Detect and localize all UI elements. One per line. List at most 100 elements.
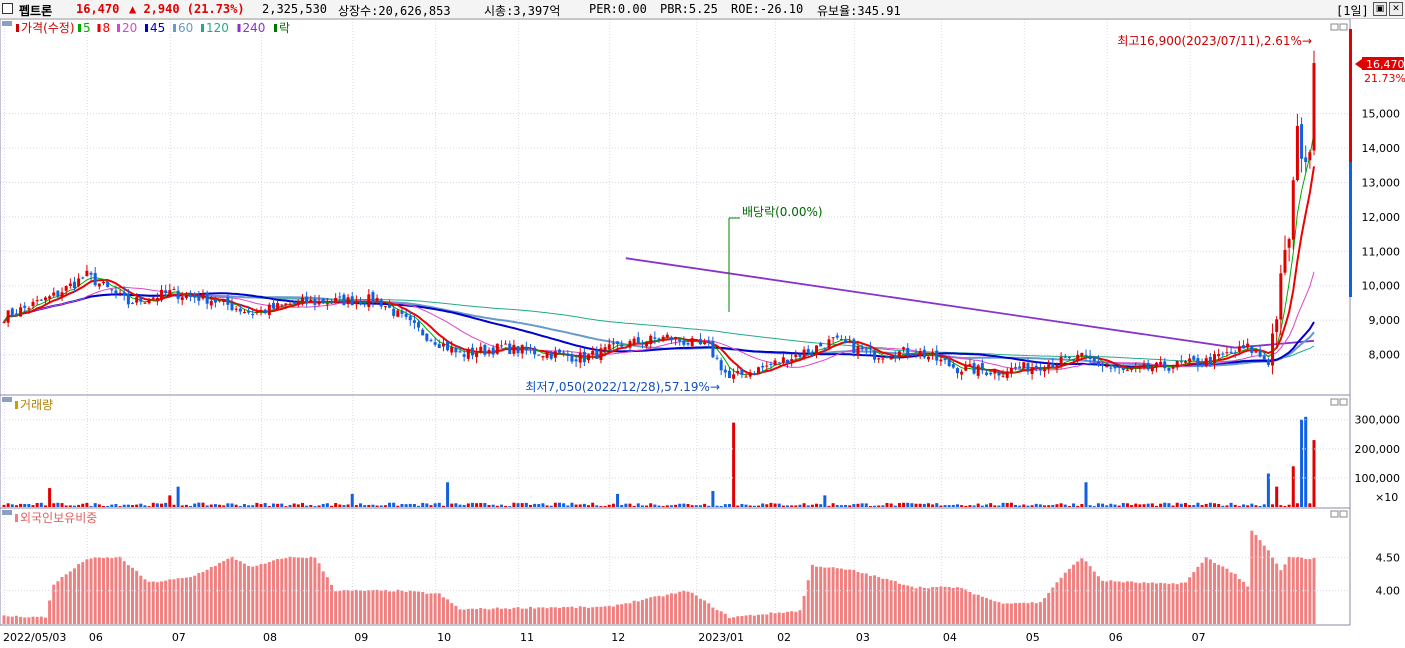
volume-bar — [591, 502, 595, 507]
candle-body — [1055, 365, 1059, 368]
foreign-ratio-bar — [1295, 556, 1299, 624]
volume-bar — [284, 506, 288, 507]
volume-bar — [541, 503, 545, 507]
foreign-ratio-bar — [10, 616, 14, 624]
foreign-ratio-bar — [495, 607, 499, 624]
candle-body — [620, 344, 624, 347]
candle-body — [359, 300, 363, 305]
volume-bar — [835, 505, 839, 507]
candle-body — [1109, 367, 1113, 369]
volume-bar — [1250, 503, 1254, 507]
price-range-bar-up — [1349, 29, 1352, 162]
price-panel-min-icon[interactable] — [1330, 23, 1339, 31]
volume-panel-min-icon[interactable] — [1330, 398, 1339, 406]
volume-bar — [1125, 503, 1129, 507]
volume-bar — [222, 505, 226, 507]
volume-bar — [740, 503, 744, 507]
candle-body — [504, 343, 508, 345]
volume-bar — [558, 502, 562, 507]
volume-bar — [549, 505, 553, 507]
candle-body — [752, 374, 756, 376]
candle-body — [404, 313, 408, 317]
price-panel-max-icon[interactable] — [1339, 23, 1348, 31]
volume-bar — [1304, 416, 1308, 507]
foreign-ratio-bar — [147, 581, 151, 624]
volume-bar — [744, 504, 748, 507]
price-panel-handle-icon[interactable] — [2, 21, 12, 26]
checkbox-icon[interactable] — [2, 3, 13, 14]
chart-background — [0, 19, 1405, 648]
volume-bar — [495, 505, 499, 507]
foreign-ratio-bar — [483, 608, 487, 624]
volume-bar — [856, 503, 860, 507]
candle-body — [487, 349, 491, 354]
candle-body — [562, 352, 566, 354]
foreign-ratio-bar — [1188, 577, 1192, 624]
candle-body — [462, 354, 466, 357]
candle-body — [1179, 361, 1183, 363]
candle-body — [379, 299, 383, 307]
volume-bar — [806, 505, 810, 507]
candle-body — [877, 358, 881, 360]
foreign-ratio-bar — [790, 611, 794, 624]
period-button[interactable]: [1일] — [1336, 4, 1369, 18]
candle-body — [168, 290, 172, 296]
volume-bar — [574, 504, 578, 507]
close-icon[interactable]: ✕ — [1389, 2, 1403, 16]
legend-marker — [16, 24, 19, 32]
candle-body — [1125, 369, 1129, 371]
foreign-ratio-bar — [441, 597, 445, 624]
candle-body — [624, 346, 628, 348]
foreign-panel-min-icon[interactable] — [1330, 510, 1339, 518]
volume-bar — [1183, 502, 1187, 507]
candle-body — [446, 341, 450, 351]
foreign-ratio-bar — [68, 571, 72, 624]
candle-body — [267, 304, 271, 315]
candle-body — [968, 364, 972, 366]
volume-bar — [562, 503, 566, 507]
candle-body — [528, 348, 532, 350]
foreign-ratio-bar — [1283, 564, 1287, 624]
candle-body — [549, 351, 553, 359]
volume-bar — [1279, 505, 1283, 507]
volume-panel-max-icon[interactable] — [1339, 398, 1348, 406]
foreign-ratio-bar — [354, 589, 358, 624]
candle-body — [711, 340, 715, 358]
foreign-ratio-bar — [682, 590, 686, 624]
candle-body — [1183, 361, 1187, 363]
date-label: 07 — [172, 631, 186, 644]
volume-panel-handle-icon[interactable] — [2, 397, 12, 402]
date-label: 06 — [89, 631, 103, 644]
foreign-ratio-bar — [1125, 581, 1129, 624]
foreign-panel-handle-icon[interactable] — [2, 510, 12, 515]
volume-bar — [960, 505, 964, 507]
foreign-ratio-bar — [168, 579, 172, 624]
foreign-ratio-bar — [786, 611, 790, 624]
candle-body — [450, 347, 454, 353]
volume-bar — [412, 504, 416, 507]
foreign-ratio-bar — [35, 616, 39, 624]
candle-body — [60, 292, 64, 297]
foreign-ratio-bar — [1179, 582, 1183, 624]
candle-body — [342, 294, 346, 306]
foreign-ratio-bar — [1055, 582, 1059, 624]
volume-bar — [425, 503, 429, 507]
foreign-ratio-bar — [23, 617, 27, 624]
foreign-ratio-bar — [628, 603, 632, 624]
legend-label: 락 — [279, 21, 290, 35]
candle-body — [657, 338, 661, 341]
candle-body — [226, 297, 230, 305]
foreign-ratio-bar — [1109, 580, 1113, 624]
foreign-ratio-bar — [421, 592, 425, 624]
candle-body — [769, 363, 773, 365]
date-label: 09 — [354, 631, 368, 644]
date-label: 07 — [1192, 631, 1206, 644]
candle-body — [761, 365, 765, 368]
foreign-panel-max-icon[interactable] — [1339, 510, 1348, 518]
candle-body — [935, 350, 939, 361]
foreign-ratio-bar — [989, 599, 993, 624]
candle-body — [914, 353, 918, 355]
candle-body — [143, 302, 147, 304]
restore-icon[interactable]: ▣ — [1373, 2, 1387, 16]
foreign-ratio-bar — [359, 590, 363, 624]
